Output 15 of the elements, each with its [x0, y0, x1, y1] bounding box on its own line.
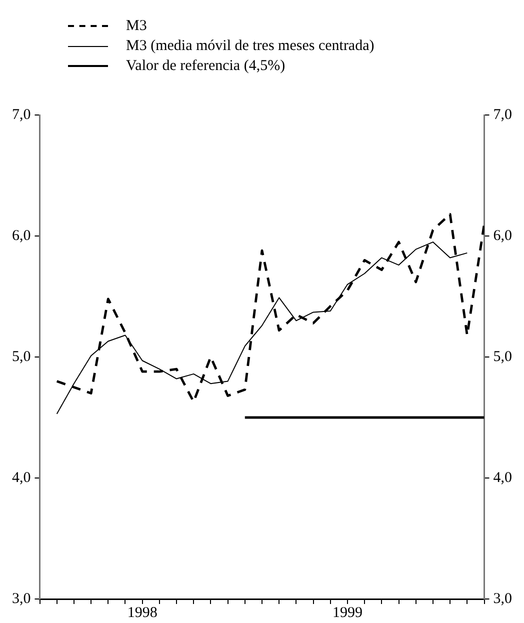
y2-tick-label: 5,0	[493, 348, 512, 365]
x-tick-label: 1999	[332, 604, 362, 621]
y-tick-label: 7,0	[12, 106, 31, 123]
y2-tick-label: 3,0	[493, 590, 512, 607]
legend-label: M3	[126, 17, 147, 36]
y-tick-label: 5,0	[12, 348, 31, 365]
y2-tick-label: 6,0	[493, 228, 512, 244]
y-tick-label: 3,0	[12, 590, 31, 607]
legend-label: Valor de referencia (4,5%)	[126, 57, 286, 76]
legend-label: M3 (media móvil de tres meses centrada)	[126, 37, 374, 56]
y-tick-label: 6,0	[12, 228, 31, 244]
y2-tick-label: 7,0	[493, 106, 512, 123]
x-tick-label: 1998	[127, 604, 158, 621]
y2-tick-label: 4,0	[493, 470, 512, 486]
y-tick-label: 4,0	[12, 470, 31, 486]
